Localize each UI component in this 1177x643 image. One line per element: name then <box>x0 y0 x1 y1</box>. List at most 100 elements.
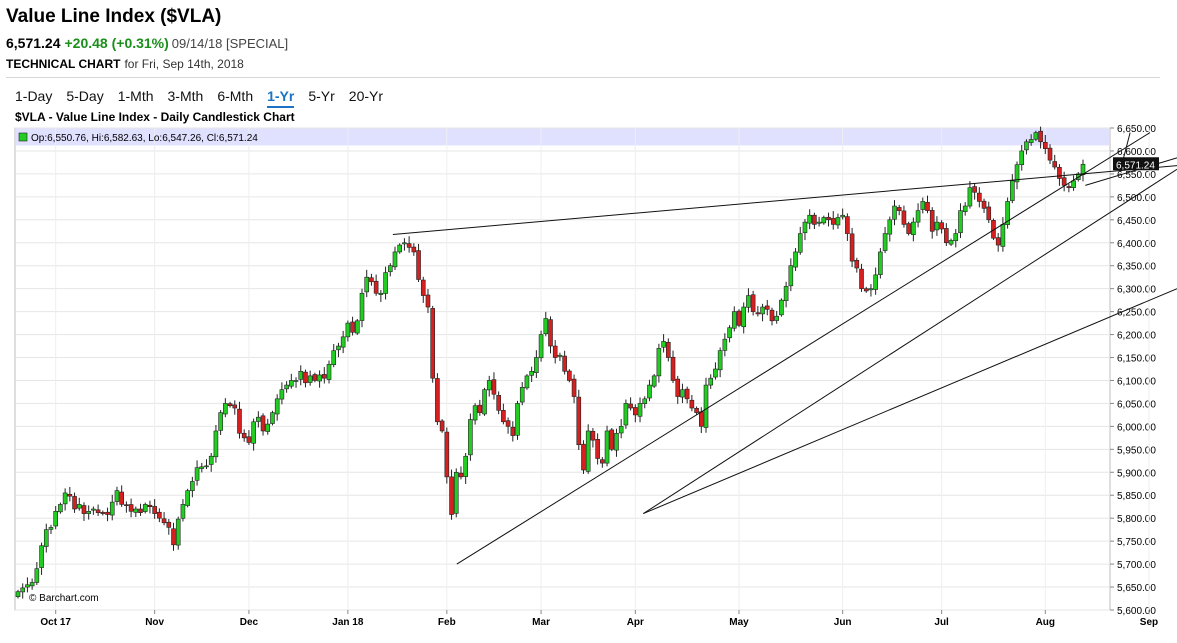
tab-1-day[interactable]: 1-Day <box>15 88 53 104</box>
candle-body <box>72 496 77 510</box>
candle-body <box>901 210 907 225</box>
candle-body <box>585 430 591 472</box>
candle-body <box>331 350 337 365</box>
candle-body <box>458 472 464 478</box>
candle-body <box>1005 201 1010 225</box>
candle-body <box>279 389 285 400</box>
candle-body <box>534 357 539 373</box>
candle-body <box>20 587 26 593</box>
candle-body <box>241 432 247 439</box>
tab-6-mth[interactable]: 6-Mth <box>217 88 254 104</box>
candle-body <box>420 279 426 296</box>
candle-body <box>529 370 534 376</box>
candle-body <box>237 408 242 434</box>
candle-body <box>741 306 747 328</box>
candle-body <box>416 250 421 280</box>
candle-body <box>435 378 440 423</box>
candle-body <box>43 529 49 547</box>
candle-body <box>251 421 256 444</box>
candle-body <box>194 467 200 481</box>
y-tick-label: 6,250.00 <box>1117 308 1156 319</box>
y-tick-label: 6,100.00 <box>1117 376 1156 387</box>
candle-body <box>995 237 1001 246</box>
candle-body <box>152 506 157 514</box>
candle-body <box>274 398 280 415</box>
candle-body <box>227 403 233 407</box>
candle-body <box>821 217 827 224</box>
candle-body <box>392 251 398 268</box>
candle-body <box>769 309 775 322</box>
x-tick-label: Jul <box>934 617 949 628</box>
candle-body <box>114 490 120 502</box>
candle-body <box>397 244 403 253</box>
candle-body <box>977 192 982 202</box>
candle-body <box>788 265 794 287</box>
x-tick-label: Dec <box>240 617 259 628</box>
candle-body <box>929 210 935 232</box>
candle-body <box>265 423 271 432</box>
tab-5-yr[interactable]: 5-Yr <box>308 88 335 104</box>
candle-body <box>284 384 289 390</box>
candle-body <box>915 210 921 223</box>
x-tick-label: Jan 18 <box>332 617 364 628</box>
candle-body <box>557 354 563 357</box>
candle-body <box>793 251 798 268</box>
tab-20-yr[interactable]: 20-Yr <box>348 88 384 104</box>
y-tick-label: 6,150.00 <box>1117 354 1156 365</box>
trendline <box>1085 157 1177 186</box>
y-tick-label: 5,650.00 <box>1117 583 1156 594</box>
candle-body <box>157 511 162 519</box>
candle-body <box>863 288 869 292</box>
candle-body <box>383 272 388 294</box>
candle-body <box>571 378 577 397</box>
candle-body <box>797 233 803 253</box>
candle-body <box>548 319 553 347</box>
candle-body <box>633 407 638 416</box>
subtitle-label: TECHNICAL CHART <box>6 57 121 71</box>
tab-1-mth[interactable]: 1-Mth <box>117 88 154 104</box>
x-tick-label: Apr <box>627 617 644 628</box>
candle-body <box>698 411 704 427</box>
tab-5-day[interactable]: 5-Day <box>66 88 104 104</box>
candle-body <box>618 426 624 434</box>
tab-3-mth[interactable]: 3-Mth <box>167 88 204 104</box>
candle-body <box>430 308 435 379</box>
candle-body <box>830 218 836 225</box>
candle-body <box>562 355 567 372</box>
candle-body <box>854 259 860 269</box>
candle-body <box>958 210 963 234</box>
candle-body <box>859 268 864 289</box>
x-tick-label: Feb <box>438 617 456 628</box>
candle-body <box>840 214 845 218</box>
x-tick-label: Oct 17 <box>40 617 71 628</box>
candle-body <box>515 403 520 436</box>
candle-body <box>185 490 190 506</box>
candle-body <box>1024 141 1029 151</box>
candle-body <box>1038 130 1043 143</box>
candle-body <box>680 389 685 398</box>
candle-body <box>58 504 63 513</box>
trendline <box>392 165 1177 235</box>
legend-ohlc: Op:6,550.76, Hi:6,582.63, Lo:6,547.26, C… <box>31 133 258 144</box>
candle-body <box>661 341 666 348</box>
candle-body <box>948 240 954 245</box>
y-tick-label: 6,350.00 <box>1117 262 1156 273</box>
candle-body <box>95 509 101 513</box>
tab-1-yr[interactable]: 1-Yr <box>267 88 295 108</box>
candle-body <box>369 277 374 283</box>
y-tick-label: 6,050.00 <box>1117 399 1156 410</box>
y-tick-label: 6,500.00 <box>1117 193 1156 204</box>
candle-body <box>218 412 223 431</box>
candle-body <box>835 217 841 226</box>
legend-swatch <box>18 132 28 142</box>
candle-body <box>689 399 695 409</box>
candle-body <box>213 430 219 458</box>
candle-body <box>208 455 214 465</box>
candle-body <box>364 276 370 293</box>
candle-body <box>656 348 662 377</box>
candle-body <box>133 508 139 513</box>
candle-body <box>468 419 473 456</box>
candle-body <box>614 432 619 451</box>
candle-body <box>1028 139 1034 143</box>
candle-body <box>736 310 742 326</box>
